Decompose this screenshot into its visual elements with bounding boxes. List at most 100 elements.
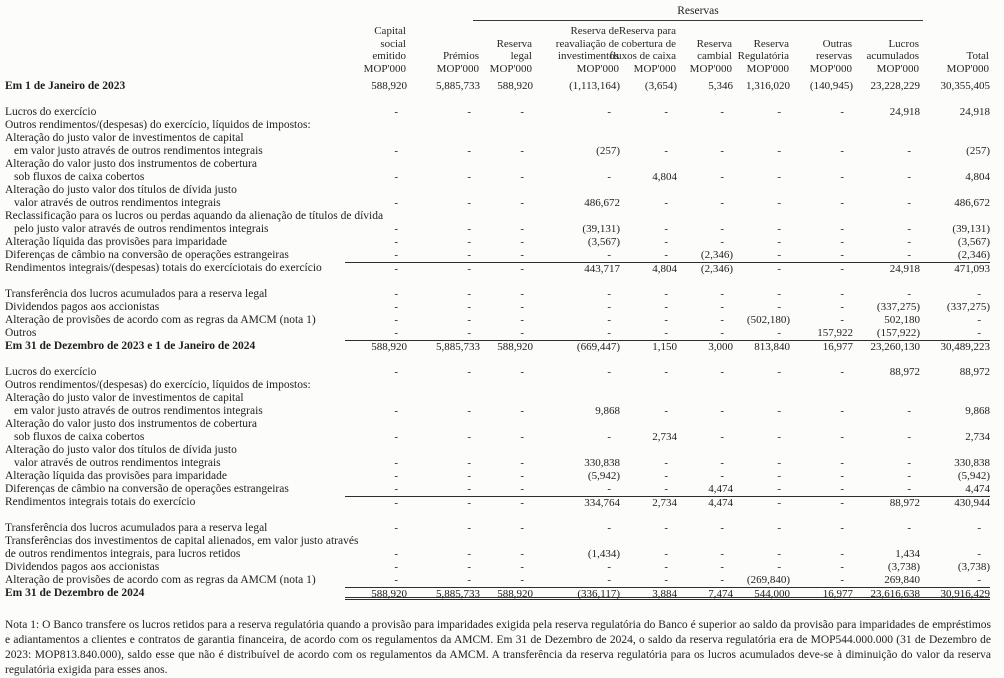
cell-outras [790, 379, 853, 392]
cell-cobertura [620, 132, 677, 145]
row-values: ---------- [345, 522, 990, 535]
cell-capital: - [394, 457, 398, 469]
table-row: Diferenças de câmbio na conversão de ope… [5, 483, 999, 496]
cell-regulatoria: - [777, 561, 781, 573]
cell-cambial [677, 132, 733, 145]
cell-cambial [677, 210, 733, 223]
cell-outras: - [840, 314, 844, 326]
cell-regulatoria: - [777, 431, 781, 443]
cell-cambial: - [720, 171, 724, 183]
cell-regulatoria: - [777, 263, 781, 275]
cell-outras: 16,977 [822, 341, 853, 353]
cell-capital: 588,920 [371, 80, 407, 92]
row-values: ---------- [345, 288, 990, 301]
cell-lucros [853, 535, 920, 548]
row-values [345, 275, 990, 288]
cell-total: - [977, 288, 981, 300]
cell-cambial [677, 535, 733, 548]
row-values: - - - - - - - - (337,275) (337,275) [345, 301, 990, 314]
cell-cambial [677, 509, 733, 522]
cell-lucros: - [907, 171, 911, 183]
cell-capital [345, 418, 407, 431]
cell-premios [407, 210, 480, 223]
cell-lucros: 88,972 [889, 366, 920, 378]
cell-regulatoria: - [777, 366, 781, 378]
cell-lucros: 1,434 [895, 548, 920, 560]
row-values: - - - 443,717 4,804 (2,346) - - 24,918 471,093 [345, 262, 990, 275]
cell-cobertura: 4,804 [652, 263, 677, 275]
cell-cobertura: - [664, 314, 668, 326]
cell-capital: - [394, 171, 398, 183]
cell-capital: - [394, 106, 398, 118]
column-header-cambial: Reserva cambial MOP'000 [689, 37, 732, 75]
row-label: em valor justo através de outros rendime… [14, 405, 263, 417]
cell-cobertura: - [664, 483, 668, 495]
cell-cobertura [620, 184, 677, 197]
cell-legal [480, 444, 533, 457]
row-label: Outros [5, 327, 37, 339]
row-values [345, 119, 990, 132]
cell-cobertura: - [664, 145, 668, 157]
cell-outras: - [840, 249, 844, 261]
cell-cobertura [620, 535, 677, 548]
cell-legal: 588,920 [497, 341, 533, 353]
cell-cambial [677, 93, 733, 106]
cell-regulatoria: - [777, 327, 781, 339]
spacer-row [5, 509, 999, 522]
cell-reavaliacao: (336,117) [577, 588, 620, 600]
cell-legal [480, 132, 533, 145]
reservas-group-header: Reservas [473, 5, 923, 21]
row-label: Alteração de provisões de acordo com as … [5, 314, 316, 326]
cell-reavaliacao: - [607, 574, 611, 586]
table-row: sob fluxos de caixa cobertos - - - -2,734- - -… [5, 431, 999, 444]
cell-cambial [677, 158, 733, 171]
cell-legal: - [520, 574, 524, 586]
cell-legal: - [520, 197, 524, 209]
cell-reavaliacao [533, 535, 620, 548]
cell-outras: (140,945) [809, 80, 853, 92]
cell-regulatoria: - [777, 106, 781, 118]
cell-total [920, 418, 990, 431]
cell-reavaliacao [533, 509, 620, 522]
cell-lucros [853, 509, 920, 522]
cell-total: - [977, 574, 981, 586]
cell-legal: - [520, 483, 524, 495]
cell-premios [407, 132, 480, 145]
table-row: Lucros do exercício - - - - - - - - 24,918 24,918 [5, 106, 999, 119]
cell-outras: - [840, 263, 844, 275]
cell-premios [407, 418, 480, 431]
cell-total: (257) [966, 145, 990, 157]
cell-total: 30,916,429 [940, 588, 991, 600]
table-row: Outros - - - - - - - 157,922 (157,922) - [5, 327, 999, 340]
row-label: Em 31 de Dezembro de 2023 e 1 de Janeiro… [5, 340, 256, 352]
cell-capital: - [394, 574, 398, 586]
cell-reavaliacao: (1,434) [587, 548, 620, 560]
cell-premios: - [467, 431, 471, 443]
cell-outras: - [840, 470, 844, 482]
cell-cambial: 4,474 [708, 497, 733, 509]
cell-cambial: - [720, 548, 724, 560]
row-values [345, 509, 990, 522]
cell-capital: - [394, 314, 398, 326]
cell-total: (2,346) [957, 249, 990, 261]
cell-lucros: 502,180 [884, 314, 920, 326]
cell-regulatoria [733, 444, 790, 457]
cell-premios: - [467, 522, 471, 534]
cell-regulatoria: - [777, 522, 781, 534]
table-row: Alteração do justo valor dos títulos de … [5, 444, 999, 457]
cell-total: 24,918 [959, 106, 990, 118]
cell-capital [345, 379, 407, 392]
cell-reavaliacao: - [607, 431, 611, 443]
row-values: 588,920 5,885,733 588,920 (669,447) 1,150 3,0… [345, 340, 990, 353]
cell-capital: - [394, 548, 398, 560]
row-label: Alteração de provisões de acordo com as … [5, 574, 316, 586]
cell-outras: - [840, 574, 844, 586]
cell-total: (337,275) [946, 301, 990, 313]
table-row: Transferência dos lucros acumulados para… [5, 522, 999, 535]
cell-cambial: - [720, 236, 724, 248]
table-row: em valor justo através de outros rendime… [5, 405, 999, 418]
cell-cobertura: - [664, 223, 668, 235]
cell-outras: - [840, 145, 844, 157]
cell-legal: - [520, 171, 524, 183]
cell-outras [790, 535, 853, 548]
